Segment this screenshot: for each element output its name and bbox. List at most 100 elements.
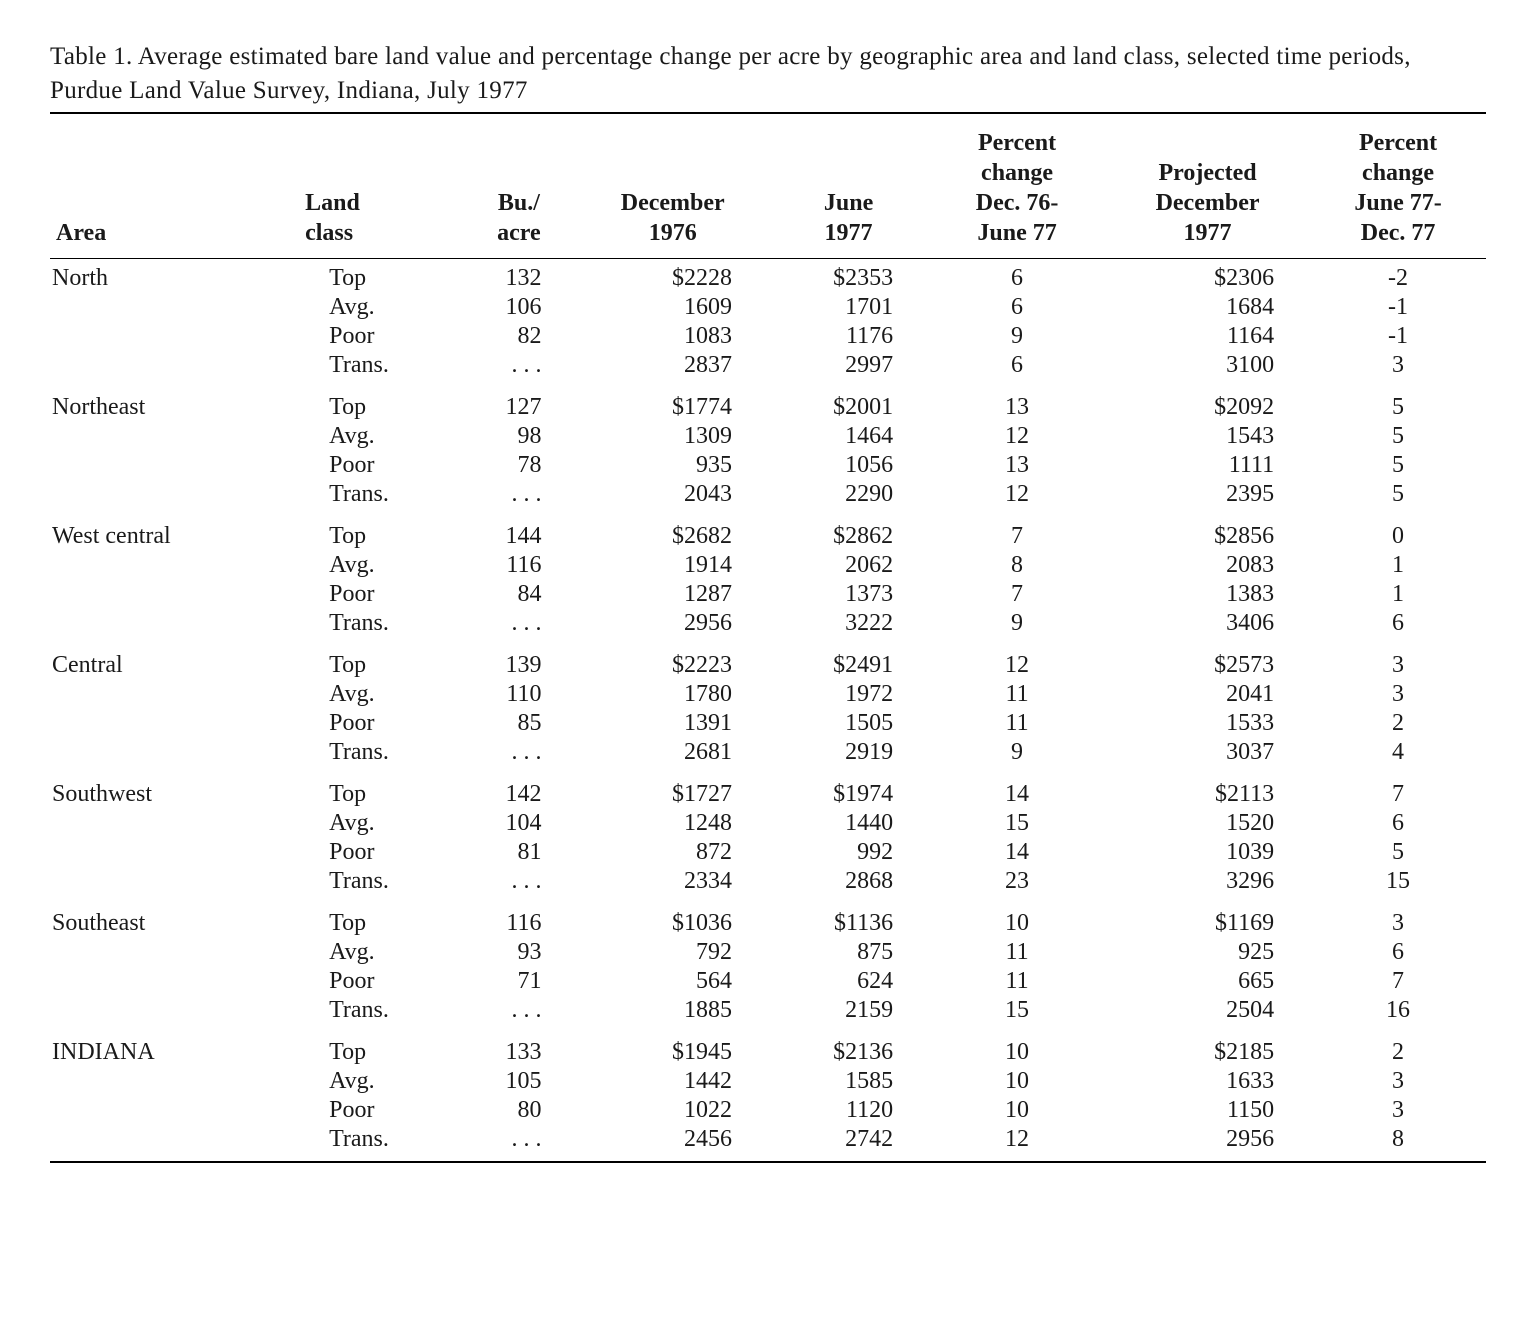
table-row: Trans.. . .29563222934066 [50, 609, 1486, 638]
cell-dec76: 1022 [577, 1096, 767, 1125]
cell-area [50, 351, 299, 380]
cell-pc2: 5 [1310, 451, 1486, 480]
cell-proj: 2083 [1105, 551, 1310, 580]
cell-dec76: 1083 [577, 322, 767, 351]
cell-pc1: 10 [929, 1067, 1105, 1096]
cell-pc2: 8 [1310, 1125, 1486, 1162]
cell-landclass: Poor [299, 709, 460, 738]
table-row: Avg.11619142062820831 [50, 551, 1486, 580]
table-row: Trans.. . .26812919930374 [50, 738, 1486, 767]
cell-bu: 116 [460, 551, 577, 580]
cell-pc1: 15 [929, 996, 1105, 1025]
table-row: Poor818729921410395 [50, 838, 1486, 867]
cell-bu: . . . [460, 351, 577, 380]
cell-jun77: 2742 [768, 1125, 929, 1162]
cell-landclass: Top [299, 638, 460, 680]
cell-proj: 925 [1105, 938, 1310, 967]
cell-pc1: 11 [929, 967, 1105, 996]
cell-pc1: 9 [929, 322, 1105, 351]
cell-bu: 80 [460, 1096, 577, 1125]
table-row: Avg.98130914641215435 [50, 422, 1486, 451]
cell-pc1: 14 [929, 767, 1105, 809]
cell-proj: $2185 [1105, 1025, 1310, 1067]
cell-area: Central [50, 638, 299, 680]
cell-dec76: 1609 [577, 293, 767, 322]
cell-area [50, 480, 299, 509]
cell-pc1: 10 [929, 1025, 1105, 1067]
land-value-table: Area Landclass Bu./acre December1976 Jun… [50, 112, 1486, 1163]
cell-jun77: 2868 [768, 867, 929, 896]
cell-proj: 1150 [1105, 1096, 1310, 1125]
cell-pc1: 6 [929, 258, 1105, 293]
cell-pc2: 3 [1310, 896, 1486, 938]
table-row: Trans.. . .245627421229568 [50, 1125, 1486, 1162]
cell-pc2: 7 [1310, 967, 1486, 996]
cell-jun77: 875 [768, 938, 929, 967]
cell-bu: 110 [460, 680, 577, 709]
table-row: Poor85139115051115332 [50, 709, 1486, 738]
cell-proj: 1039 [1105, 838, 1310, 867]
table-row: Trans.. . .28372997631003 [50, 351, 1486, 380]
cell-pc1: 13 [929, 380, 1105, 422]
cell-proj: 3296 [1105, 867, 1310, 896]
cell-dec76: $2223 [577, 638, 767, 680]
cell-pc1: 12 [929, 480, 1105, 509]
cell-bu: 142 [460, 767, 577, 809]
cell-area [50, 967, 299, 996]
cell-landclass: Trans. [299, 867, 460, 896]
cell-landclass: Avg. [299, 1067, 460, 1096]
cell-bu: 104 [460, 809, 577, 838]
table-row: Avg.110178019721120413 [50, 680, 1486, 709]
table-caption: Table 1. Average estimated bare land val… [50, 40, 1486, 108]
cell-landclass: Avg. [299, 809, 460, 838]
table-row: Trans.. . .1885215915250416 [50, 996, 1486, 1025]
col-proj: ProjectedDecember1977 [1105, 113, 1310, 259]
cell-area [50, 838, 299, 867]
cell-jun77: $1974 [768, 767, 929, 809]
cell-pc1: 9 [929, 738, 1105, 767]
cell-pc2: 4 [1310, 738, 1486, 767]
cell-area [50, 809, 299, 838]
cell-landclass: Avg. [299, 293, 460, 322]
cell-dec76: 564 [577, 967, 767, 996]
cell-pc1: 7 [929, 509, 1105, 551]
cell-pc1: 8 [929, 551, 1105, 580]
cell-jun77: 1701 [768, 293, 929, 322]
cell-jun77: 1464 [768, 422, 929, 451]
col-landclass: Landclass [299, 113, 460, 259]
cell-pc1: 11 [929, 709, 1105, 738]
cell-landclass: Trans. [299, 738, 460, 767]
cell-jun77: 2919 [768, 738, 929, 767]
cell-jun77: 1056 [768, 451, 929, 480]
cell-landclass: Poor [299, 1096, 460, 1125]
cell-landclass: Top [299, 896, 460, 938]
cell-area [50, 709, 299, 738]
cell-landclass: Avg. [299, 551, 460, 580]
cell-pc2: -1 [1310, 322, 1486, 351]
cell-proj: 665 [1105, 967, 1310, 996]
table-row: Poor7893510561311115 [50, 451, 1486, 480]
table-row: Poor71564624116657 [50, 967, 1486, 996]
cell-landclass: Top [299, 509, 460, 551]
cell-landclass: Avg. [299, 422, 460, 451]
cell-pc1: 11 [929, 938, 1105, 967]
cell-landclass: Poor [299, 322, 460, 351]
cell-bu: 127 [460, 380, 577, 422]
cell-jun77: 2062 [768, 551, 929, 580]
cell-bu: 93 [460, 938, 577, 967]
cell-proj: $2573 [1105, 638, 1310, 680]
cell-pc1: 13 [929, 451, 1105, 480]
cell-jun77: 1972 [768, 680, 929, 709]
cell-jun77: 1440 [768, 809, 929, 838]
cell-proj: 1383 [1105, 580, 1310, 609]
cell-landclass: Trans. [299, 1125, 460, 1162]
cell-pc2: 6 [1310, 938, 1486, 967]
cell-dec76: 1309 [577, 422, 767, 451]
cell-dec76: 792 [577, 938, 767, 967]
cell-bu: 71 [460, 967, 577, 996]
cell-bu: . . . [460, 609, 577, 638]
col-bu: Bu./acre [460, 113, 577, 259]
cell-proj: 1520 [1105, 809, 1310, 838]
cell-bu: 139 [460, 638, 577, 680]
cell-landclass: Top [299, 767, 460, 809]
